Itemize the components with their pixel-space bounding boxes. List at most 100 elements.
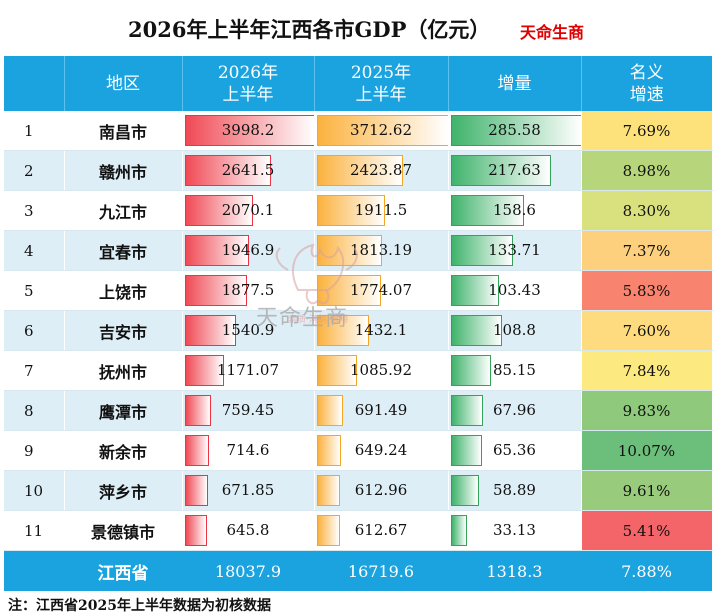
total-rate: 7.88%	[581, 550, 712, 591]
increase-cell-bar	[450, 195, 525, 226]
gdp2025-cell: 1085.92	[314, 350, 449, 391]
gdp2025-cell-value: 1911.5	[354, 201, 408, 219]
gdp2026-cell-value: 645.8	[226, 521, 270, 539]
gdp2026-cell: 671.85	[182, 470, 315, 511]
total-row: 江西省 18037.9 16719.6 1318.3 7.88%	[4, 550, 712, 591]
gdp-table: 地区 2026年 上半年 2025年 上半年 增量 名义 增速 1 南昌市 3998.2 3…	[4, 56, 713, 591]
rank-cell: 9	[4, 430, 65, 471]
increase-cell: 158.6	[448, 190, 582, 231]
increase-cell-value: 158.6	[493, 201, 536, 219]
increase-cell-value: 133.71	[488, 241, 541, 259]
rate-cell: 9.83%	[581, 390, 713, 431]
gdp2026-cell: 2070.1	[182, 190, 315, 231]
gdp2026-cell-value: 2641.5	[221, 161, 275, 179]
increase-cell-bar	[450, 395, 484, 426]
increase-cell: 67.96	[448, 390, 582, 431]
region-cell: 上饶市	[64, 270, 183, 311]
increase-cell-value: 108.8	[493, 321, 536, 339]
rank-cell: 2	[4, 150, 65, 191]
increase-cell-bar	[450, 155, 551, 186]
total-rank	[4, 550, 64, 591]
total-gdp2025: 16719.6	[314, 550, 448, 591]
table-row: 1 南昌市 3998.2 3712.62 285.58 7.69%	[4, 111, 713, 151]
total-gdp2026: 18037.9	[182, 550, 314, 591]
increase-cell-bar	[450, 435, 483, 466]
increase-cell: 85.15	[448, 350, 582, 391]
increase-cell-bar	[450, 315, 502, 346]
table-row: 6 吉安市 1540.9 1432.1 108.8 7.60%	[4, 310, 713, 351]
header-rank	[4, 56, 65, 111]
gdp2025-cell-value: 3712.62	[349, 121, 413, 139]
table-header-row: 地区 2026年 上半年 2025年 上半年 增量 名义 增速	[4, 56, 712, 111]
gdp2026-cell: 1946.9	[182, 230, 315, 271]
gdp2026-cell: 2641.5	[182, 150, 315, 191]
rate-cell: 8.98%	[581, 150, 713, 191]
rate-cell: 7.37%	[581, 230, 713, 271]
region-cell: 鹰潭市	[64, 390, 183, 431]
gdp2026-cell: 714.6	[182, 430, 315, 471]
rank-cell: 1	[4, 111, 65, 151]
gdp2025-cell: 1432.1	[314, 310, 449, 351]
gdp2025-cell: 612.67	[314, 510, 449, 551]
rank-cell: 8	[4, 390, 65, 431]
rank-cell: 7	[4, 350, 65, 391]
increase-cell-bar	[450, 115, 580, 146]
rank-cell: 11	[4, 510, 65, 551]
table-row: 4 宜春市 1946.9 1813.19 133.71 7.37%	[4, 230, 713, 271]
gdp2025-cell-bar	[316, 435, 342, 466]
region-cell: 萍乡市	[64, 470, 183, 511]
watermark-caption: 天命生商	[256, 306, 349, 331]
gdp2026-cell-bar	[184, 355, 224, 386]
table-row: 11 景德镇市 645.8 612.67 33.13 5.41%	[4, 510, 713, 551]
table-row: 7 抚州市 1171.07 1085.92 85.15 7.84%	[4, 350, 713, 391]
gdp2025-cell: 1813.19	[314, 230, 449, 271]
increase-cell-value: 285.58	[488, 121, 541, 139]
gdp2025-cell-bar	[316, 315, 369, 346]
region-cell: 宜春市	[64, 230, 183, 271]
increase-cell-bar	[450, 275, 500, 306]
increase-cell: 285.58	[448, 111, 582, 151]
rank-cell: 10	[4, 470, 65, 511]
gdp2025-cell-bar	[316, 115, 447, 146]
region-cell: 南昌市	[64, 111, 183, 151]
increase-cell-value: 85.15	[493, 361, 536, 379]
gdp2026-cell-bar	[184, 195, 253, 226]
gdp2025-cell: 2423.87	[314, 150, 449, 191]
gdp2025-cell-bar	[316, 195, 386, 226]
gdp2025-cell-value: 649.24	[354, 441, 408, 459]
increase-cell: 103.43	[448, 270, 582, 311]
gdp2025-cell-bar	[316, 475, 340, 506]
total-increase: 1318.3	[448, 550, 581, 591]
increase-cell-value: 33.13	[493, 521, 536, 539]
rank-cell: 5	[4, 270, 65, 311]
region-cell: 新余市	[64, 430, 183, 471]
gdp2026-cell-value: 1946.9	[221, 241, 275, 259]
brand-label: 天命生商	[520, 23, 585, 42]
increase-cell-value: 67.96	[493, 401, 536, 419]
gdp2026-cell-bar	[184, 155, 272, 186]
gdp2025-cell: 691.49	[314, 390, 449, 431]
table-row: 9 新余市 714.6 649.24 65.36 10.07%	[4, 430, 713, 471]
table-row: 2 赣州市 2641.5 2423.87 217.63 8.98%	[4, 150, 713, 191]
gdp2026-cell-bar	[184, 315, 236, 346]
increase-cell: 58.89	[448, 470, 582, 511]
rate-cell: 5.83%	[581, 270, 713, 311]
rate-cell: 8.30%	[581, 190, 713, 231]
total-region: 江西省	[64, 550, 182, 591]
gdp2025-cell-value: 2423.87	[349, 161, 413, 179]
gdp2026-cell: 3998.2	[182, 111, 315, 151]
region-cell: 九江市	[64, 190, 183, 231]
increase-cell: 108.8	[448, 310, 582, 351]
rank-cell: 3	[4, 190, 65, 231]
gdp2026-cell-value: 1540.9	[221, 321, 275, 339]
increase-cell-value: 217.63	[488, 161, 541, 179]
increase-cell: 133.71	[448, 230, 582, 271]
gdp2026-cell-bar	[184, 395, 211, 426]
gdp2025-cell-value: 1085.92	[349, 361, 413, 379]
region-cell: 抚州市	[64, 350, 183, 391]
gdp2026-cell: 1171.07	[182, 350, 315, 391]
increase-cell-bar	[450, 355, 491, 386]
gdp2025-cell-value: 1813.19	[349, 241, 413, 259]
table-row: 3 九江市 2070.1 1911.5 158.6 8.30%	[4, 190, 713, 231]
increase-cell-bar	[450, 235, 513, 266]
